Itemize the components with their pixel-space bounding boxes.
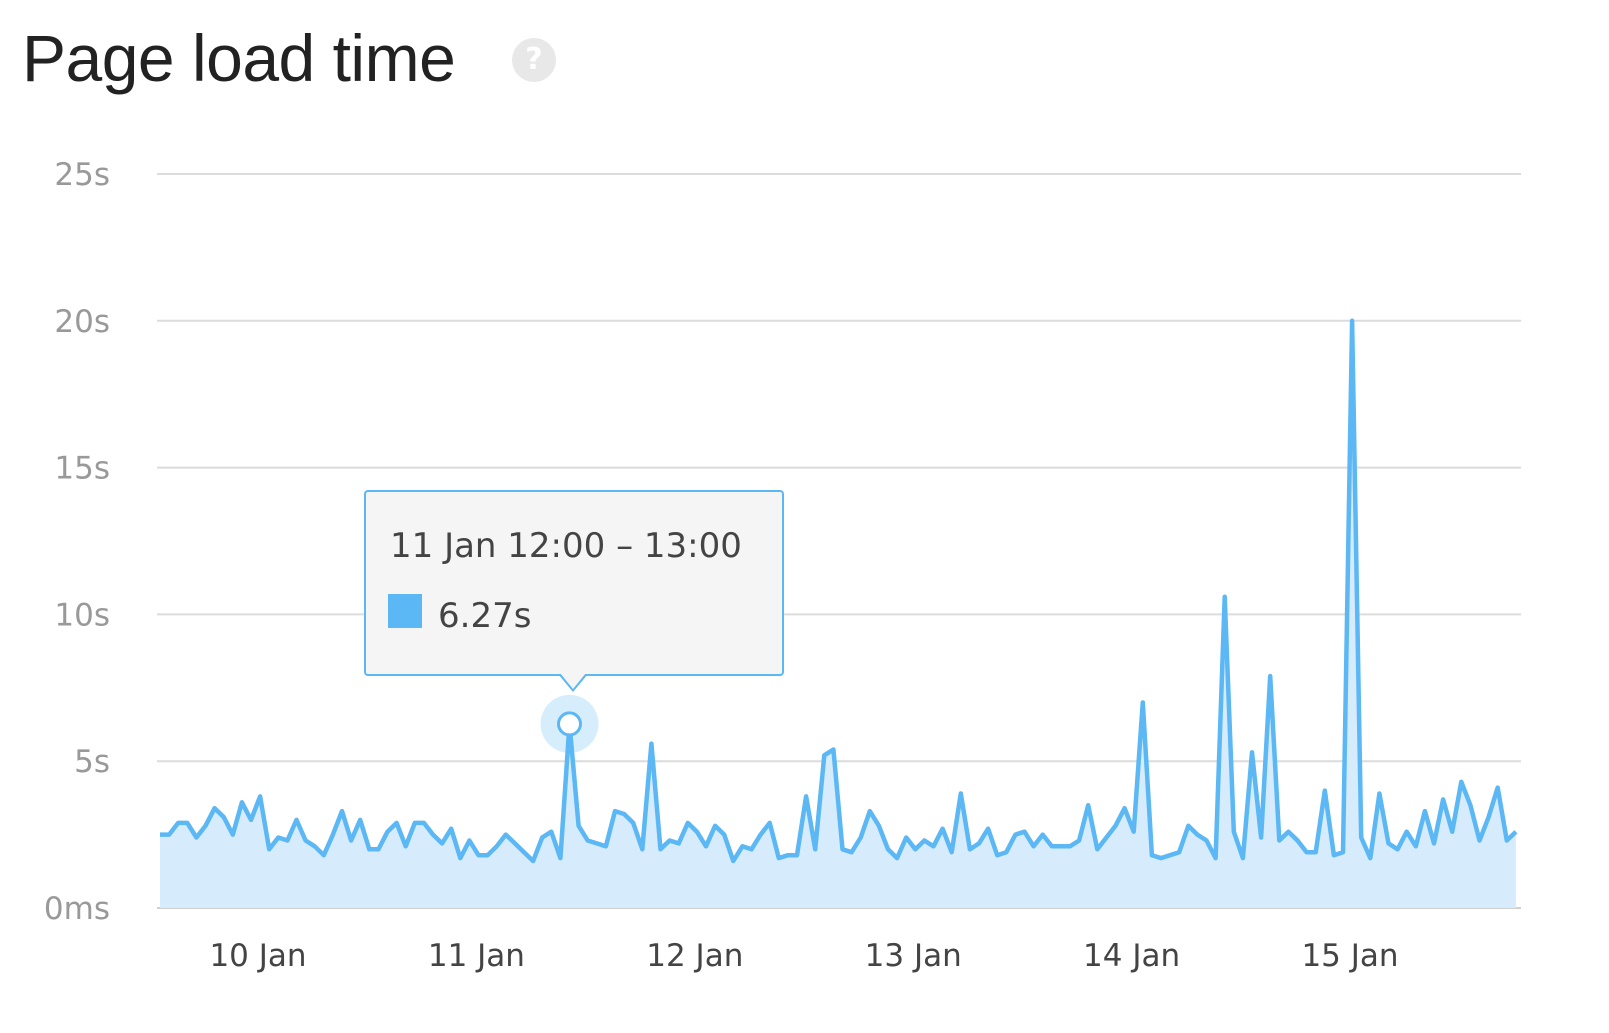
y-tick-label: 0ms [44, 891, 110, 927]
series-area [160, 320, 1516, 908]
tooltip: 11 Jan 12:00 – 13:00 6.27s [364, 490, 784, 676]
help-icon[interactable]: ? [512, 38, 556, 82]
x-tick-label: 12 Jan [646, 938, 743, 974]
page-title: Page load time [22, 21, 456, 95]
series-line [160, 318, 1518, 864]
tooltip-arrow-fill [560, 673, 586, 689]
tooltip-title: 11 Jan 12:00 – 13:00 [390, 526, 742, 566]
y-tick-label: 15s [54, 451, 110, 487]
hover-marker [540, 694, 599, 753]
tooltip-value: 6.27s [438, 596, 532, 636]
y-tick-label: 20s [54, 304, 110, 340]
y-tick-label: 10s [54, 597, 110, 633]
x-tick-label: 10 Jan [209, 938, 306, 974]
hover-point [557, 711, 582, 737]
x-tick-label: 15 Jan [1301, 938, 1398, 974]
x-tick-label: 11 Jan [428, 938, 525, 974]
tooltip-series-swatch [388, 594, 422, 628]
y-tick-label: 25s [54, 157, 110, 193]
x-tick-label: 13 Jan [865, 938, 962, 974]
y-tick-label: 5s [74, 744, 110, 780]
x-tick-label: 14 Jan [1083, 938, 1180, 974]
y-axis: 0ms 5s 10s 15s 20s 25s [44, 157, 110, 927]
x-axis: 10 Jan 11 Jan 12 Jan 13 Jan 14 Jan 15 Jan [209, 938, 1398, 974]
